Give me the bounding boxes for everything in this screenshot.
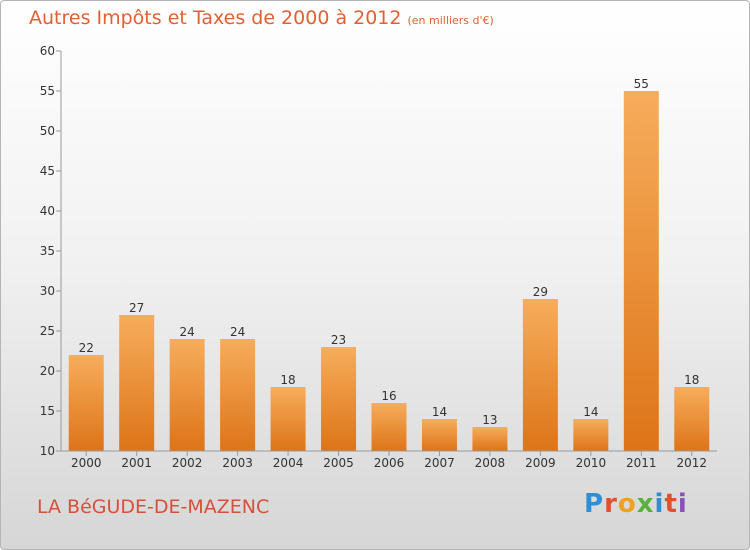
- commune-label: LA BéGUDE-DE-MAZENC: [37, 496, 270, 518]
- y-tick-label: 15: [40, 404, 55, 418]
- logo-letter: o: [617, 489, 637, 519]
- bars-layer: [68, 91, 710, 451]
- y-tick-label: 60: [40, 44, 55, 58]
- x-tick-label: 2002: [172, 456, 203, 470]
- bar-value-label: 24: [230, 325, 245, 339]
- x-tick-label: 2010: [576, 456, 607, 470]
- x-tick-label: 2000: [71, 456, 102, 470]
- logo-letter: P: [584, 489, 605, 519]
- chart-subtitle: (en milliers d'€): [407, 14, 494, 27]
- bar-value-label: 14: [583, 405, 598, 419]
- bar: [623, 91, 659, 451]
- bar: [169, 339, 205, 451]
- x-tick-label: 2008: [475, 456, 506, 470]
- y-tick-label: 40: [40, 204, 55, 218]
- logo-letter: i: [677, 489, 688, 519]
- x-tick-label: 2007: [424, 456, 455, 470]
- bar-value-label: 18: [684, 373, 699, 387]
- bar: [321, 347, 357, 451]
- x-tick-label: 2005: [323, 456, 354, 470]
- labels-layer: 10 15 20 25 30 35 40 45 50 55 60 22 2000 27 2001 24 2002…: [40, 44, 707, 470]
- y-tick-label: 30: [40, 284, 55, 298]
- bar-value-label: 13: [482, 413, 497, 427]
- bar: [472, 427, 508, 451]
- x-tick-label: 2009: [525, 456, 556, 470]
- y-tick-label: 25: [40, 324, 55, 338]
- x-tick-label: 2004: [273, 456, 304, 470]
- y-tick-label: 55: [40, 84, 55, 98]
- bar: [522, 299, 558, 451]
- y-tick-label: 35: [40, 244, 55, 258]
- bar-value-label: 24: [180, 325, 195, 339]
- bar: [220, 339, 256, 451]
- logo-letter: i: [654, 489, 665, 519]
- y-tick-label: 10: [40, 444, 55, 458]
- title-line: Autres Impôts et Taxes de 2000 à 2012 (en…: [29, 7, 494, 29]
- bar-value-label: 22: [79, 341, 94, 355]
- bar: [573, 419, 609, 451]
- x-tick-label: 2006: [374, 456, 405, 470]
- bar-value-label: 14: [432, 405, 447, 419]
- axes-layer: [56, 50, 717, 456]
- bar: [421, 419, 457, 451]
- logo-letter: t: [664, 489, 678, 519]
- bar: [119, 315, 155, 451]
- logo-letter: x: [636, 489, 655, 519]
- y-tick-label: 45: [40, 164, 55, 178]
- bar-value-label: 27: [129, 301, 144, 315]
- x-tick-label: 2003: [222, 456, 253, 470]
- bar: [68, 355, 104, 451]
- x-tick-label: 2012: [676, 456, 707, 470]
- x-tick-label: 2001: [121, 456, 152, 470]
- bar: [674, 387, 710, 451]
- bar-value-label: 18: [280, 373, 295, 387]
- chart-title: Autres Impôts et Taxes de 2000 à 2012: [29, 7, 402, 29]
- y-tick-label: 50: [40, 124, 55, 138]
- logo-letter: r: [604, 489, 618, 519]
- bar: [270, 387, 306, 451]
- bar-value-label: 55: [634, 77, 649, 91]
- bar: [371, 403, 407, 451]
- bar-value-label: 16: [381, 389, 396, 403]
- x-tick-label: 2011: [626, 456, 657, 470]
- bar-value-label: 23: [331, 333, 346, 347]
- bar-value-label: 29: [533, 285, 548, 299]
- y-tick-label: 20: [40, 364, 55, 378]
- proxiti-logo: Proxiti: [584, 489, 688, 519]
